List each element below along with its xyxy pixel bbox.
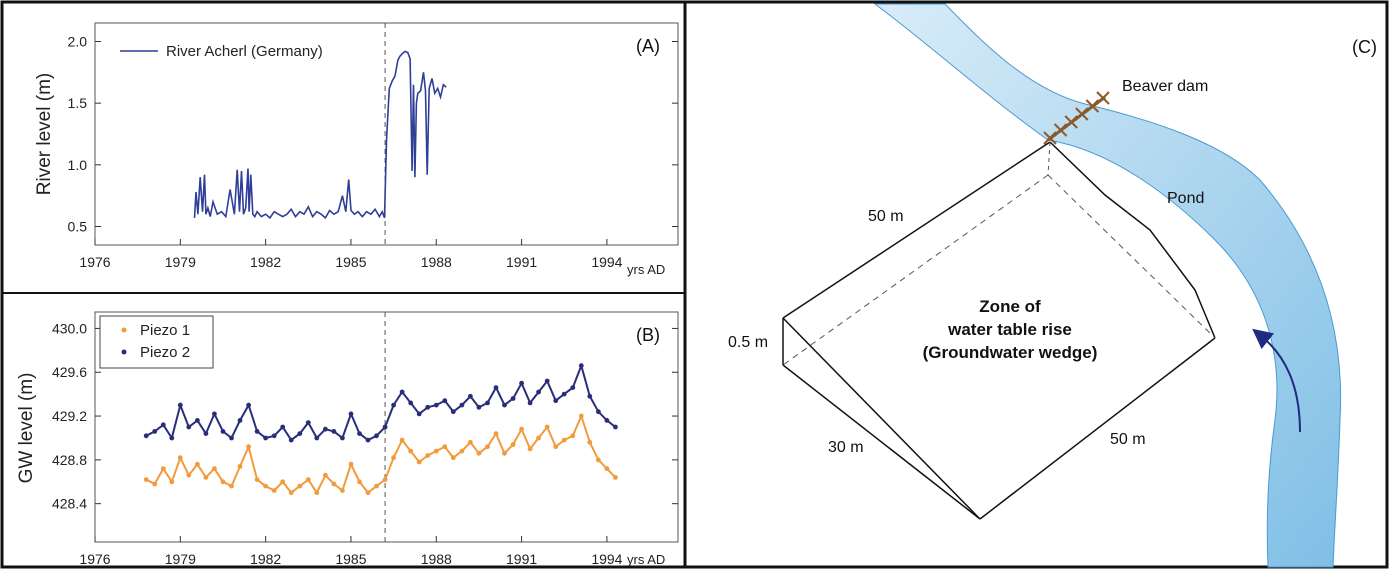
piezo-1-trend-line [145,413,617,495]
dam-cross-stroke [1053,123,1068,137]
legend-b-piezo2-label: Piezo 2 [140,344,190,361]
panel-b-xtick-label: 1985 [335,551,366,567]
panel-b-ytick-label: 428.4 [52,496,87,512]
panel-b-xtick-label: 1988 [421,551,452,567]
legend-b-piezo1-marker [121,327,127,333]
dam-cross-stroke [1064,115,1078,129]
dam-cross-stroke [1075,107,1089,121]
river-channel [873,3,1342,568]
wedge-edge-river [1049,141,1216,339]
panel-b-xtick-label: 1994 [591,551,622,567]
panel-a-xtick-label: 1979 [165,254,196,270]
wedge-fill [783,142,1215,519]
panel-a-ytick-label: 0.5 [68,219,88,235]
panel-a-ytick-label: 2.0 [68,34,88,50]
beaver-dam-label: Beaver dam [1122,78,1208,95]
dam-cross-stroke [1096,91,1110,105]
panel-b-ytick-label: 429.6 [52,364,87,380]
dam-cross-stroke [1043,131,1057,145]
panel-b-xtick-label: 1991 [506,551,537,567]
panel-b-ytick-label: 429.2 [52,408,87,424]
legend-b-box [99,315,214,369]
river-acherl-series-line [193,50,447,220]
panel-a-xtick-label: 1991 [506,254,537,270]
panel-b-xtick-label: 1979 [165,551,196,567]
panel-b-ytick-label: 430.0 [52,320,87,336]
dim-left-label: 30 m [828,439,864,456]
panel-a-xtick-label: 1988 [421,254,452,270]
wedge-edge-top [782,141,1051,319]
panel-a-xtick-label: 1976 [79,254,110,270]
panel-b-tag: (B) [636,325,660,345]
panel-c: (C) Beaver dam Pond Zone of water table … [728,3,1377,568]
panel-b-xtick-label: 1982 [250,551,281,567]
zone-label-line1: Zone of [979,297,1041,316]
panel-a-xtick-label: 1985 [335,254,366,270]
panel-a-xtick-label: 1982 [250,254,281,270]
panel-b-ylabel: GW level (m) [16,373,37,484]
wedge-edge-right [979,337,1216,520]
panel-a-tag: (A) [636,36,660,56]
wedge-edge-front-bottom [782,364,981,520]
pond-label: Pond [1167,190,1204,207]
dim-right-label: 50 m [1110,431,1146,448]
legend-a-label: River Acherl (Germany) [166,43,323,60]
flow-direction-arrow [1252,328,1301,433]
panel-a-xtick-label: 1994 [591,254,622,270]
panel-a-ytick-label: 1.0 [68,157,88,173]
panel-a-xunit: yrs AD [627,262,665,277]
beaver-dam-mark [1043,91,1110,145]
panel-a: 1976 1979 1982 1985 1988 1991 1994 0.5 1.0 1.5 2.0… [34,22,679,277]
piezo-2-trend-line [145,362,617,442]
panel-b-xunit: yrs AD [627,552,665,567]
legend-b-piezo1-label: Piezo 1 [140,322,190,339]
panel-b: 1976 1979 1982 1985 1988 1991 1994 428.4 428.8 42… [16,311,679,567]
zone-label-line2: water table rise [947,320,1072,339]
wedge-hidden-edge-3 [1047,141,1051,176]
panel-a-ylabel: River level (m) [34,73,55,195]
panel-c-tag: (C) [1352,37,1377,57]
wedge-hidden-edge-2 [1047,174,1216,339]
panel-b-ytick-label: 428.8 [52,452,87,468]
zone-label-line3: (Groundwater wedge) [923,343,1098,362]
dam-cross-stroke [1085,99,1100,113]
panel-a-ytick-label: 1.5 [68,95,88,111]
dim-height-label: 0.5 m [728,334,768,351]
legend-b-piezo2-marker [121,349,127,355]
dim-top-label: 50 m [868,208,904,225]
wedge-edge-front-top [782,317,981,520]
panel-b-xtick-label: 1976 [79,551,110,567]
